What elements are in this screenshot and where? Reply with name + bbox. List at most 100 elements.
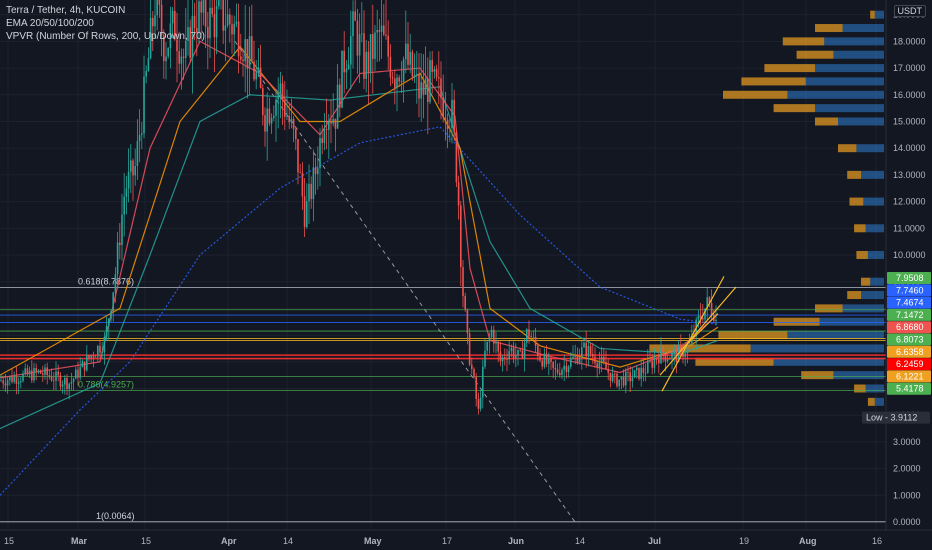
candle-body bbox=[163, 35, 165, 62]
candle-body bbox=[539, 356, 541, 361]
candle-body bbox=[442, 97, 444, 118]
candle-body bbox=[550, 358, 552, 362]
candle-body bbox=[248, 36, 251, 69]
candle-body bbox=[594, 356, 596, 364]
candle-body bbox=[352, 11, 354, 37]
legend-symbol[interactable]: Terra / Tether, 4h, KUCOIN bbox=[6, 5, 126, 16]
candle-body bbox=[59, 375, 62, 387]
candle-body bbox=[578, 357, 581, 364]
candle-body bbox=[17, 382, 20, 384]
candle-body bbox=[345, 68, 348, 73]
candle-body bbox=[191, 16, 194, 58]
y-axis-tick-label: 17.0000 bbox=[893, 63, 926, 73]
candle-body bbox=[515, 355, 517, 358]
volume-profile-up-bar bbox=[773, 357, 884, 366]
candle-body bbox=[288, 115, 290, 123]
candle-body bbox=[589, 345, 592, 355]
x-axis-tick-label: 16 bbox=[872, 536, 882, 546]
candle-body bbox=[180, 56, 183, 64]
candle-body bbox=[37, 370, 40, 372]
candle-body bbox=[334, 118, 337, 129]
candle-body bbox=[440, 78, 442, 98]
candle-body bbox=[477, 399, 480, 409]
candle-body bbox=[70, 381, 73, 384]
volume-profile-up-bar bbox=[863, 197, 884, 206]
candle-body bbox=[501, 357, 504, 362]
candle-body bbox=[251, 36, 253, 62]
candle-body bbox=[259, 67, 262, 89]
x-axis-tick-label: 19 bbox=[739, 536, 749, 546]
candle-body bbox=[697, 315, 700, 320]
candle-body bbox=[614, 373, 616, 375]
candle-body bbox=[708, 297, 711, 303]
candle-body bbox=[119, 242, 121, 245]
candle-body bbox=[77, 369, 79, 378]
channel-lower-line bbox=[659, 286, 737, 376]
candle-body bbox=[26, 368, 29, 375]
volume-profile-down-bar bbox=[847, 291, 861, 300]
currency-unit-badge[interactable]: USDT bbox=[893, 5, 926, 17]
candle-body bbox=[686, 345, 689, 354]
candle-body bbox=[215, 6, 218, 38]
candle-body bbox=[134, 165, 136, 176]
y-axis-tick-label: 2.0000 bbox=[893, 464, 921, 474]
candle-body bbox=[394, 78, 396, 88]
candle-body bbox=[488, 337, 491, 342]
candle-body bbox=[350, 36, 352, 65]
candle-body bbox=[688, 343, 691, 346]
y-axis-tick-label: 10.0000 bbox=[893, 250, 926, 260]
candle-body bbox=[376, 30, 378, 33]
price-label-badge bbox=[887, 345, 931, 358]
volume-profile-down-bar bbox=[773, 104, 815, 113]
candle-body bbox=[534, 336, 537, 346]
candle-body bbox=[673, 351, 675, 353]
candle-body bbox=[136, 141, 139, 166]
ema-50-line bbox=[0, 45, 719, 376]
candle-body bbox=[706, 297, 708, 309]
candle-body bbox=[413, 75, 416, 77]
candle-body bbox=[435, 69, 438, 78]
volume-profile-down-bar bbox=[815, 117, 838, 126]
candle-body bbox=[482, 366, 484, 398]
candle-body bbox=[187, 27, 189, 41]
legend-vpvr[interactable]: VPVR (Number Of Rows, 200, Up/Down, 70) bbox=[6, 31, 205, 42]
candle-body bbox=[68, 383, 70, 389]
candle-body bbox=[460, 205, 462, 267]
candle-body bbox=[182, 56, 185, 58]
candle-body bbox=[587, 345, 590, 357]
candle-body bbox=[13, 376, 15, 382]
candle-body bbox=[292, 119, 295, 130]
candle-body bbox=[44, 367, 46, 375]
candle-body bbox=[147, 58, 150, 72]
candle-body bbox=[647, 360, 649, 373]
candle-body bbox=[662, 347, 664, 355]
candle-body bbox=[422, 82, 425, 95]
candle-body bbox=[299, 172, 301, 174]
candle-body bbox=[504, 357, 506, 359]
candle-body bbox=[424, 78, 427, 95]
candle-body bbox=[303, 196, 306, 228]
candle-body bbox=[607, 369, 609, 373]
legend-ema[interactable]: EMA 20/50/100/200 bbox=[6, 18, 94, 29]
candle-body bbox=[669, 358, 671, 360]
candle-body bbox=[473, 368, 475, 377]
x-axis-tick-label: 14 bbox=[575, 536, 585, 546]
candle-body bbox=[354, 11, 356, 21]
candle-body bbox=[464, 296, 466, 310]
candle-body bbox=[116, 242, 119, 275]
candle-body bbox=[330, 121, 332, 124]
candle-body bbox=[409, 51, 411, 65]
candle-body bbox=[603, 356, 605, 362]
candle-body bbox=[167, 48, 169, 57]
price-label-text: 6.8073 bbox=[896, 335, 924, 345]
x-axis-tick-label: Jun bbox=[508, 536, 524, 546]
candle-body bbox=[636, 367, 638, 371]
candle-body bbox=[308, 183, 310, 202]
volume-profile-down-bar bbox=[870, 10, 875, 19]
y-axis-tick-label: 12.0000 bbox=[893, 197, 926, 207]
candle-body bbox=[438, 77, 440, 79]
candle-body bbox=[270, 117, 273, 124]
candle-body bbox=[449, 127, 451, 129]
candle-body bbox=[2, 380, 4, 384]
